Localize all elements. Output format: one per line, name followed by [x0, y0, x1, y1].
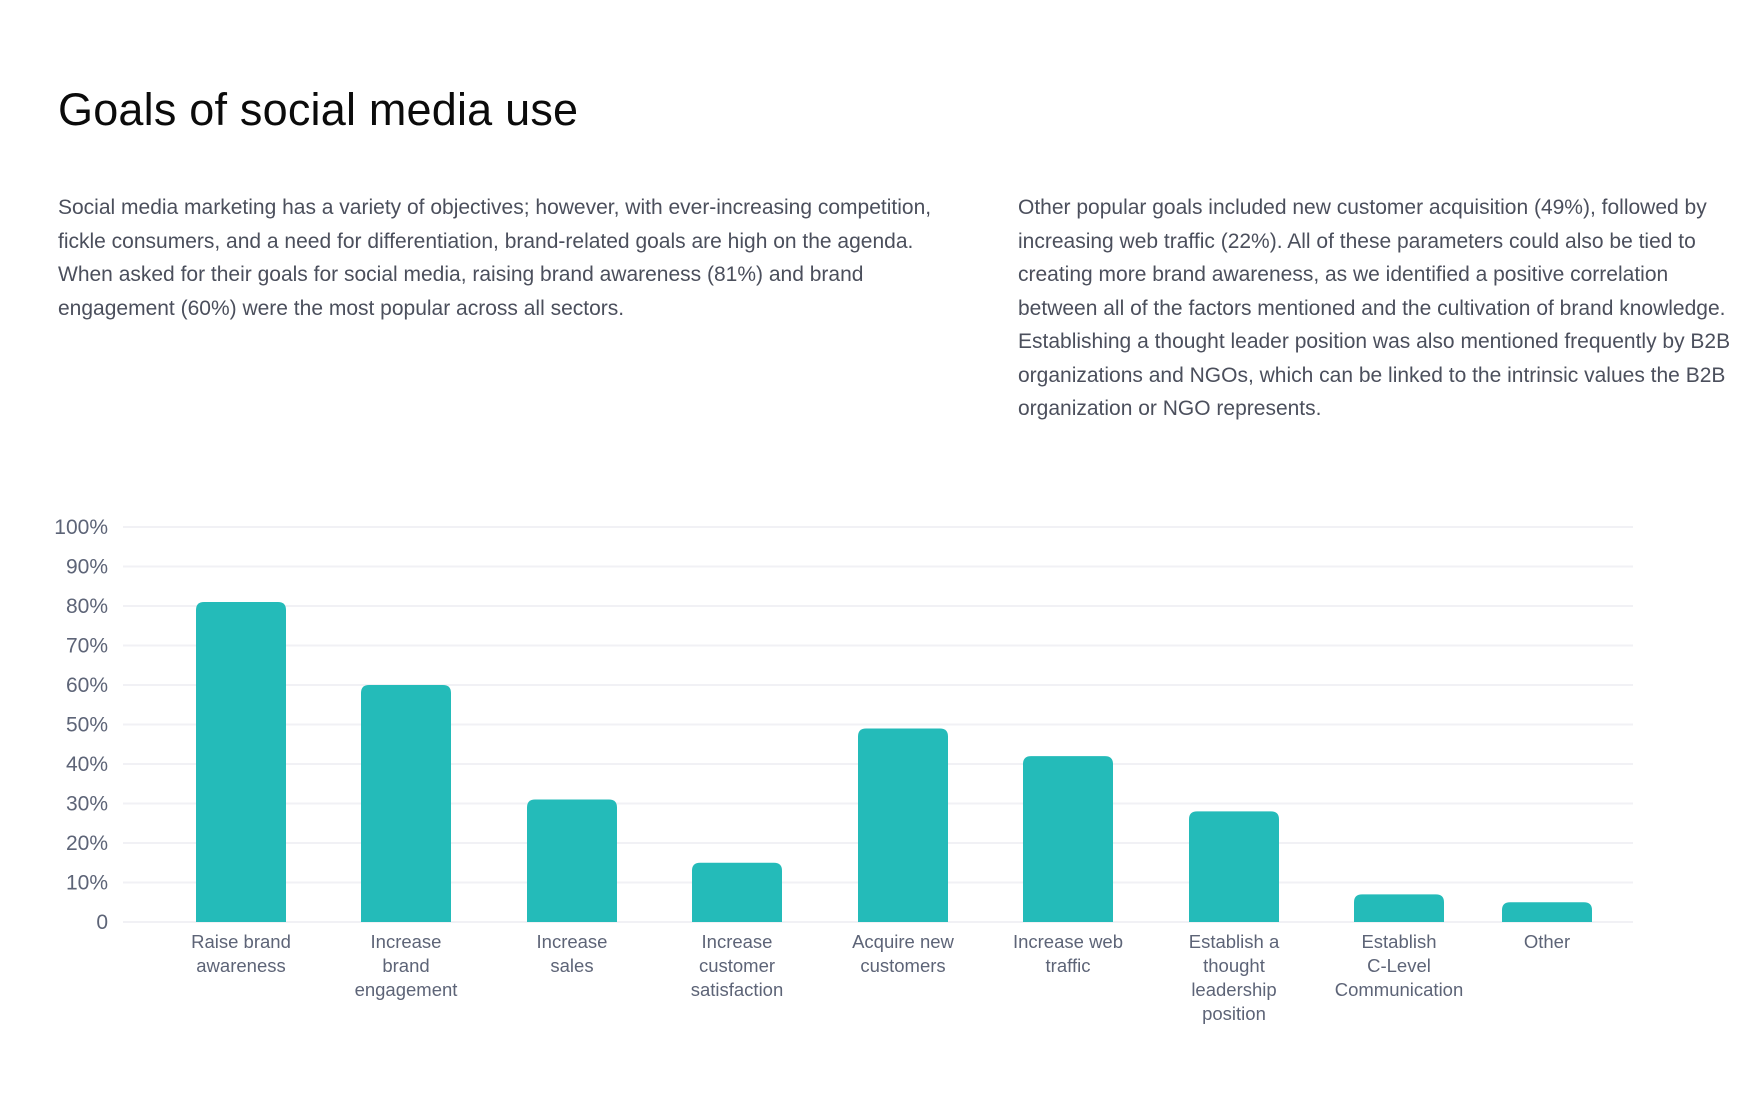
bar: [196, 602, 286, 922]
x-tick-label: Other: [1524, 931, 1570, 952]
bar: [858, 728, 948, 922]
x-tick-label: position: [1202, 1003, 1266, 1024]
x-tick-label: sales: [550, 955, 593, 976]
x-tick-label: Increase: [371, 931, 442, 952]
y-tick-label: 60%: [66, 674, 108, 697]
bar: [1502, 902, 1592, 922]
x-tick-label: satisfaction: [691, 979, 784, 1000]
y-tick-label: 30%: [66, 793, 108, 816]
intro-paragraph-right: Other popular goals included new custome…: [1018, 196, 1731, 420]
x-tick-label: engagement: [355, 979, 458, 1000]
y-tick-label: 20%: [66, 832, 108, 855]
bar: [1023, 756, 1113, 922]
page-title: Goals of social media use: [58, 84, 579, 135]
x-tick-label: C-Level: [1367, 955, 1431, 976]
intro-paragraph-left: Social media marketing has a variety of …: [58, 196, 932, 320]
y-tick-label: 40%: [66, 753, 108, 776]
bar: [1354, 894, 1444, 922]
y-tick-label: 100%: [54, 516, 108, 539]
x-tick-label: Communication: [1335, 979, 1464, 1000]
x-tick-label: Increase: [702, 931, 773, 952]
bar: [692, 862, 782, 922]
x-tick-label: Acquire new: [852, 931, 954, 952]
x-tick-label: leadership: [1191, 979, 1276, 1000]
bar: [527, 799, 617, 922]
y-tick-label: 70%: [66, 635, 108, 658]
y-tick-label: 50%: [66, 714, 108, 737]
y-tick-label: 10%: [66, 872, 108, 895]
x-tick-label: thought: [1203, 955, 1265, 976]
x-tick-label: brand: [382, 955, 429, 976]
y-tick-label: 90%: [66, 556, 108, 579]
x-tick-label: customer: [699, 955, 775, 976]
y-tick-label: 0: [96, 911, 108, 934]
x-tick-label: Raise brand: [191, 931, 291, 952]
y-tick-label: 80%: [66, 595, 108, 618]
x-tick-label: customers: [860, 955, 945, 976]
x-tick-label: Establish: [1361, 931, 1436, 952]
x-tick-label: Increase web: [1013, 931, 1123, 952]
bar: [361, 685, 451, 922]
bar: [1189, 811, 1279, 922]
x-tick-label: awareness: [196, 955, 285, 976]
x-tick-label: traffic: [1046, 955, 1091, 976]
x-tick-label: Establish a: [1189, 931, 1280, 952]
x-tick-label: Increase: [537, 931, 608, 952]
